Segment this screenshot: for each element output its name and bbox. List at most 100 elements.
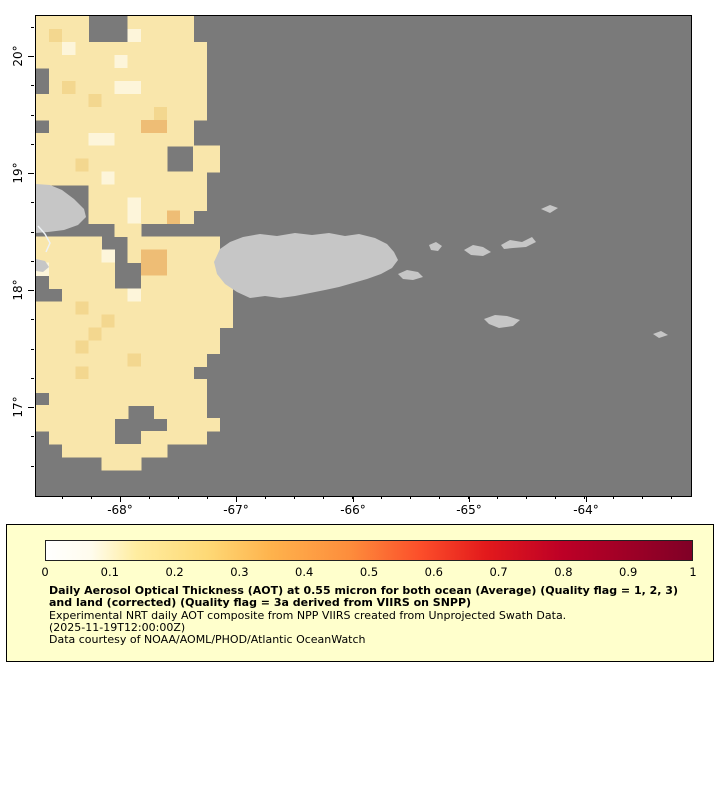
aot-cell: [75, 119, 89, 134]
aot-cell: [167, 28, 181, 43]
aot-cell: [101, 93, 116, 108]
land-hispaniola: [36, 184, 86, 233]
aot-cell: [88, 145, 103, 160]
aot-cell: [75, 249, 89, 264]
lon-minor-tick: [410, 496, 411, 499]
colorbar-tick-label: 0.6: [424, 565, 443, 579]
land-east-islet: [653, 331, 668, 338]
aot-cell: [167, 132, 181, 147]
aot-cell: [167, 16, 181, 30]
aot-cell: [101, 67, 116, 82]
aot-cell: [193, 275, 207, 290]
aot-cell: [101, 41, 116, 56]
aot-cell: [101, 457, 116, 471]
aot-cell: [36, 301, 50, 315]
aot-cell: [36, 16, 50, 30]
lon-minor-tick: [613, 496, 614, 499]
aot-cell: [127, 223, 142, 238]
aot-cell: [153, 366, 168, 380]
aot-cell: [36, 249, 50, 264]
aot-cell: [180, 314, 194, 328]
aot-cell: [167, 353, 181, 367]
aot-cell: [114, 457, 129, 471]
aot-cell: [101, 145, 116, 160]
aot-cell: [180, 16, 194, 30]
aot-cell: [49, 301, 63, 315]
aot-cell: [62, 16, 76, 30]
aot-cell: [193, 379, 207, 393]
aot-cell: [62, 28, 76, 43]
aot-cell: [49, 418, 63, 432]
aot-cell: [62, 314, 76, 328]
aot-cell: [101, 197, 116, 212]
aot-cell: [114, 366, 129, 380]
aot-cell: [36, 93, 50, 108]
aot-cell: [101, 184, 116, 199]
lat-major-tick: [28, 290, 34, 291]
aot-cell: [114, 353, 129, 367]
aot-cell: [180, 327, 194, 341]
aot-cell: [153, 54, 168, 69]
aot-cell: [101, 106, 116, 121]
aot-cell: [219, 314, 234, 328]
aot-cell: [180, 249, 194, 264]
aot-cell: [167, 184, 181, 199]
lat-minor-tick: [31, 26, 34, 28]
aot-cell: [75, 275, 89, 290]
aot-cell: [49, 54, 63, 69]
aot-cell: [62, 158, 76, 173]
aot-cell: [180, 236, 194, 251]
aot-cell: [153, 119, 168, 134]
aot-cell: [101, 392, 116, 406]
aot-cell: [167, 340, 181, 354]
map-frame: [35, 15, 692, 497]
aot-cell: [180, 80, 194, 95]
aot-cell: [49, 275, 63, 290]
aot-cell: [114, 301, 129, 315]
lon-minor-tick: [294, 496, 295, 499]
aot-cell: [206, 158, 220, 173]
aot-cell: [167, 249, 181, 264]
aot-cell: [140, 275, 155, 290]
aot-cell: [140, 119, 155, 134]
aot-cell: [114, 145, 129, 160]
aot-cell: [127, 314, 142, 328]
aot-cell: [101, 54, 116, 69]
aot-cell: [75, 106, 89, 121]
aot-cell: [49, 353, 63, 367]
aot-cell: [153, 405, 168, 419]
aot-cell: [62, 119, 76, 134]
aot-cell: [36, 405, 50, 419]
aot-cell: [180, 379, 194, 393]
aot-cell: [193, 145, 207, 160]
aot-cell: [153, 431, 168, 445]
aot-cell: [88, 132, 103, 147]
aot-cell: [49, 41, 63, 56]
aot-cell: [62, 145, 76, 160]
aot-cell: [36, 379, 50, 393]
aot-cell: [127, 80, 142, 95]
aot-cell: [101, 314, 116, 328]
aot-cell: [127, 327, 142, 341]
aot-cell: [101, 340, 116, 354]
aot-cell: [127, 340, 142, 354]
aot-cell: [88, 314, 103, 328]
aot-cell: [180, 67, 194, 82]
aot-cell: [101, 366, 116, 380]
aot-cell: [88, 54, 103, 69]
lat-label: 20°: [11, 45, 25, 67]
aot-cell: [101, 275, 116, 290]
colorbar-tick-label: 0.3: [230, 565, 249, 579]
aot-cell: [153, 171, 168, 186]
lat-minor-tick: [31, 260, 34, 262]
colorbar-tick-label: 0: [41, 565, 49, 579]
lon-minor-tick: [671, 496, 672, 499]
aot-cell: [153, 392, 168, 406]
aot-cell: [62, 353, 76, 367]
aot-cell: [140, 28, 155, 43]
colorbar-tick-label: 0.1: [100, 565, 119, 579]
aot-cell: [101, 210, 116, 225]
aot-cell: [193, 405, 207, 419]
aot-cell: [36, 418, 50, 432]
lat-minor-tick: [31, 231, 34, 233]
